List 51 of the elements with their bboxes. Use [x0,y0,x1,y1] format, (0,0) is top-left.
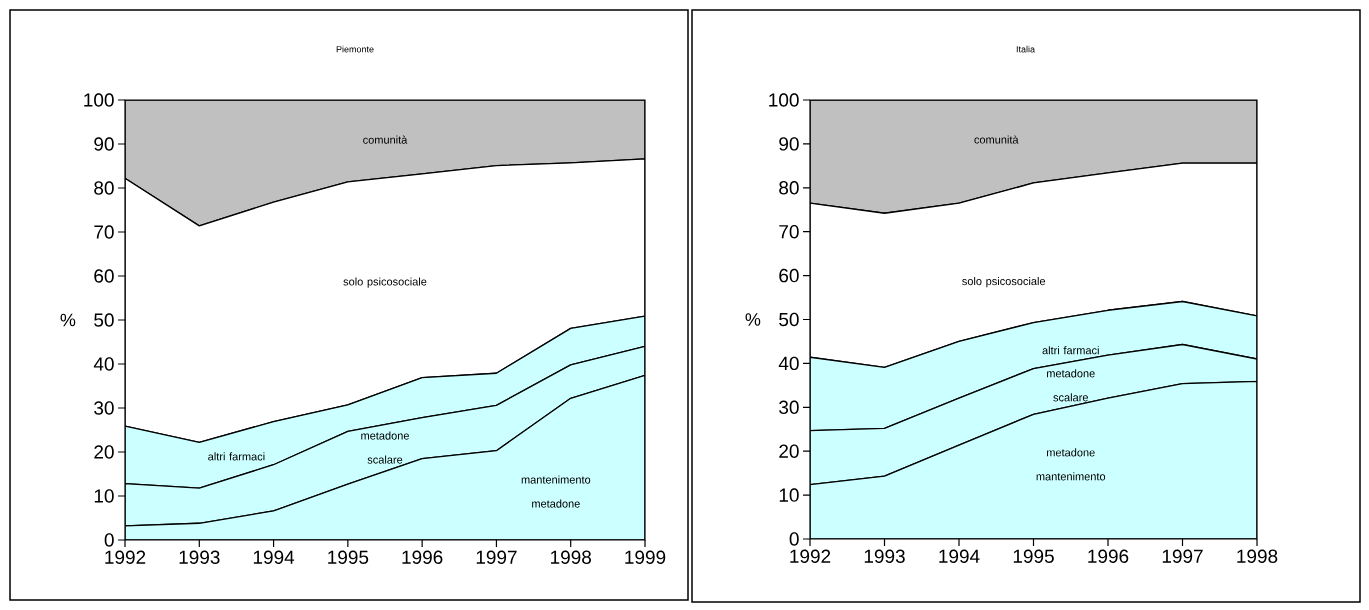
y-tick-label: 50 [779,312,799,327]
y-tick-label: 30 [94,401,114,415]
x-tick-label: 1998 [551,550,592,564]
text: metadone mantenimento [1036,448,1106,481]
text: metadone scalare [361,431,409,464]
y-tick-label: 60 [94,269,114,283]
y-tick-label: 80 [94,181,114,195]
x-tick-label: 1999 [625,550,666,564]
y-tick-label: 80 [779,181,799,195]
x-tick-label: 1997 [476,550,517,564]
y-tick-label: 40 [93,357,114,371]
x-tick-label: 1994 [253,550,295,564]
y-tick-label: 70 [94,225,114,239]
chart-title: Piemonte [336,45,374,53]
series-label: solo psicosociale [343,277,427,288]
x-tick-label: 1993 [864,549,905,563]
x-tick-label: 1996 [1088,549,1129,563]
y-tick-label: 100 [84,93,114,107]
x-tick-label: 1995 [328,550,369,564]
series-label: solo psicosociale [962,277,1046,288]
y-axis-title: % [60,313,76,327]
x-tick-label: 1994 [939,549,980,563]
y-tick-label: 0 [789,532,799,546]
y-tick-label: 60 [779,268,799,283]
y-tick-label: 10 [94,489,114,503]
y-tick-label: 90 [94,137,114,151]
series-label: comunità [974,135,1019,144]
y-axis-title: % [745,313,761,326]
chart-title: Italia [1016,45,1035,53]
y-tick-label: 50 [94,313,114,327]
series-label: comunità [363,135,408,144]
x-tick-label: 1996 [402,550,443,564]
x-tick-label: 1997 [1162,549,1203,563]
y-tick-label: 30 [779,400,799,415]
x-tick-label: 1992 [790,549,831,563]
series-label: altri farmaci [1042,346,1099,355]
y-tick-label: 0 [104,533,114,547]
x-tick-label: 1992 [105,550,146,564]
text: mantenimento metadone [521,475,591,508]
y-tick-label: 10 [779,488,799,502]
series-label: altri farmaci [208,452,265,461]
text: metadone scalare [1047,369,1095,402]
x-tick-label: 1998 [1237,549,1278,563]
x-tick-label: 1993 [179,550,220,564]
y-tick-label: 20 [94,445,114,459]
y-tick-label: 90 [779,137,799,151]
y-tick-label: 20 [779,444,799,458]
y-tick-label: 100 [769,93,799,107]
x-tick-label: 1995 [1013,549,1054,563]
y-tick-label: 70 [779,224,799,239]
y-tick-label: 40 [778,356,799,371]
